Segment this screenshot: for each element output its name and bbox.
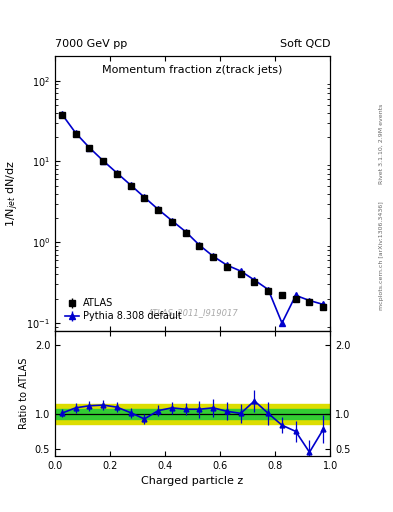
Y-axis label: Ratio to ATLAS: Ratio to ATLAS — [19, 357, 29, 429]
Legend: ATLAS, Pythia 8.308 default: ATLAS, Pythia 8.308 default — [63, 296, 184, 323]
Text: Rivet 3.1.10, 2.9M events: Rivet 3.1.10, 2.9M events — [379, 103, 384, 183]
X-axis label: Charged particle z: Charged particle z — [141, 476, 244, 486]
Text: Momentum fraction z(track jets): Momentum fraction z(track jets) — [103, 65, 283, 75]
Text: ATLAS_2011_I919017: ATLAS_2011_I919017 — [147, 308, 238, 317]
Text: mcplots.cern.ch [arXiv:1306.3436]: mcplots.cern.ch [arXiv:1306.3436] — [379, 202, 384, 310]
Text: 7000 GeV pp: 7000 GeV pp — [55, 38, 127, 49]
Text: Soft QCD: Soft QCD — [280, 38, 330, 49]
Y-axis label: 1/N$_{jet}$ dN/dz: 1/N$_{jet}$ dN/dz — [4, 160, 21, 227]
